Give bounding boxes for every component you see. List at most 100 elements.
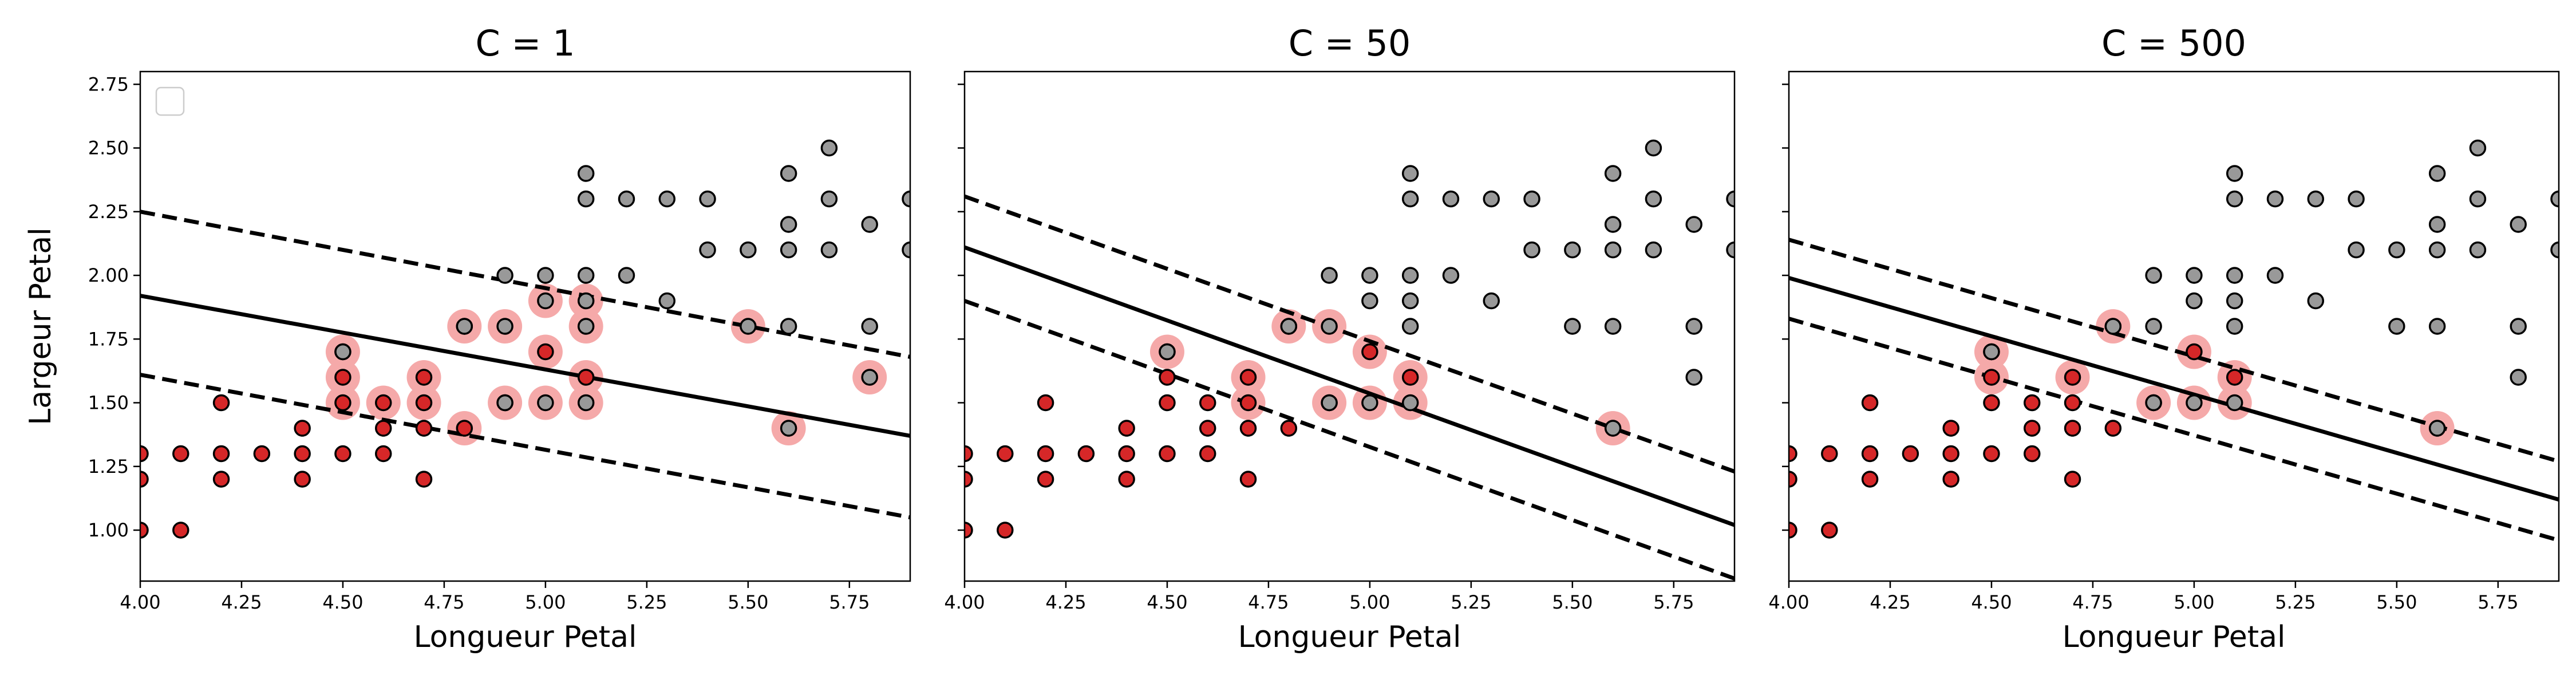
class-gray-point xyxy=(2186,394,2203,412)
x-tick-label: 4.75 xyxy=(1248,591,1289,613)
class-red-point xyxy=(965,522,973,539)
class-gray-point xyxy=(577,165,595,182)
class-gray-point xyxy=(496,318,513,335)
class-red-point xyxy=(965,445,973,463)
plot-frame xyxy=(139,70,911,582)
class-gray-point xyxy=(1564,318,1581,335)
x-axis-label: Longueur Petal xyxy=(2063,620,2286,654)
class-red-point xyxy=(1077,445,1095,463)
class-gray-point xyxy=(1159,343,1176,361)
class-red-point xyxy=(415,471,433,488)
class-red-point xyxy=(1361,343,1378,361)
legend-box xyxy=(155,86,185,116)
class-gray-point xyxy=(2428,241,2446,259)
class-gray-point xyxy=(1442,190,1460,208)
decision-boundary-line xyxy=(1789,276,2559,502)
class-red-point xyxy=(1280,420,1298,437)
panel-title: C = 1 xyxy=(475,22,575,64)
class-red-point xyxy=(1789,522,1797,539)
class-red-point xyxy=(1942,445,1959,463)
class-red-point xyxy=(1239,369,1257,386)
x-tick-label: 4.00 xyxy=(1768,591,1809,613)
class-gray-point xyxy=(496,267,513,284)
class-red-point xyxy=(1037,471,1054,488)
class-red-point xyxy=(2064,369,2081,386)
class-red-point xyxy=(1118,445,1135,463)
y-tick-label: 1.00 xyxy=(88,519,129,541)
class-red-point xyxy=(2064,471,2081,488)
class-gray-point xyxy=(2388,241,2405,259)
class-red-point xyxy=(334,394,351,412)
class-gray-point xyxy=(2388,318,2405,335)
x-tick-label: 4.25 xyxy=(1870,591,1910,613)
class-gray-point xyxy=(1604,165,1622,182)
class-gray-point xyxy=(658,292,676,310)
x-tick-label: 5.50 xyxy=(728,591,768,613)
decision-boundary-line xyxy=(140,294,910,438)
class-red-point xyxy=(2023,420,2041,437)
class-gray-point xyxy=(1685,318,1702,335)
class-gray-point xyxy=(861,369,878,386)
class-red-point xyxy=(374,420,392,437)
class-red-point xyxy=(294,445,311,463)
class-gray-point xyxy=(577,190,595,208)
class-gray-point xyxy=(861,318,878,335)
class-gray-point xyxy=(456,318,473,335)
class-red-point xyxy=(1983,369,2000,386)
class-gray-point xyxy=(780,241,797,259)
class-red-point xyxy=(374,394,392,412)
class-red-point xyxy=(1239,420,1257,437)
class-gray-point xyxy=(1726,241,1735,259)
plot-frame xyxy=(1788,70,2560,582)
class-gray-point xyxy=(1483,292,1500,310)
class-red-point xyxy=(415,394,433,412)
class-red-point xyxy=(2226,369,2243,386)
class-gray-point xyxy=(1523,241,1540,259)
x-tick-label: 4.50 xyxy=(1147,591,1187,613)
class-red-point xyxy=(212,471,230,488)
x-tick-label: 4.75 xyxy=(424,591,464,613)
class-red-point xyxy=(1401,369,1419,386)
y-tick-label: 2.00 xyxy=(88,264,129,286)
class-gray-point xyxy=(1401,267,1419,284)
class-gray-point xyxy=(2266,190,2284,208)
panel-3: 4.00 4.25 4.50 4.75 5.00 5.25 5.50 5.75 C = 500 L… xyxy=(1768,22,2560,654)
class-gray-point xyxy=(1604,318,1622,335)
class-gray-point xyxy=(2145,318,2162,335)
class-gray-point xyxy=(1401,190,1419,208)
class-gray-point xyxy=(1401,165,1419,182)
class-gray-point xyxy=(2428,420,2446,437)
plot-area xyxy=(140,139,910,539)
class-gray-point xyxy=(902,241,910,259)
class-gray-point xyxy=(2226,190,2243,208)
class-gray-point xyxy=(1321,394,1338,412)
class-gray-point xyxy=(577,394,595,412)
class-red-point xyxy=(1942,420,1959,437)
y-tick-label: 2.50 xyxy=(88,137,129,159)
class-gray-point xyxy=(618,190,635,208)
class-red-point xyxy=(334,445,351,463)
class-gray-point xyxy=(1401,292,1419,310)
x-tick-label: 4.50 xyxy=(322,591,363,613)
class-gray-point xyxy=(1685,369,1702,386)
class-red-point xyxy=(997,522,1014,539)
class-gray-point xyxy=(2186,292,2203,310)
x-tick-label: 5.00 xyxy=(525,591,566,613)
x-axis-label: Longueur Petal xyxy=(1238,620,1461,654)
class-red-point xyxy=(577,369,595,386)
class-red-point xyxy=(334,369,351,386)
class-gray-point xyxy=(537,394,554,412)
class-red-point xyxy=(2104,420,2122,437)
class-gray-point xyxy=(1726,190,1735,208)
x-tick-label: 4.25 xyxy=(221,591,262,613)
class-gray-point xyxy=(1645,241,1662,259)
class-red-point xyxy=(415,369,433,386)
class-gray-point xyxy=(2104,318,2122,335)
class-red-point xyxy=(1861,445,1879,463)
y-axis-label: Largeur Petal xyxy=(23,227,58,425)
x-tick-label: 4.25 xyxy=(1045,591,1086,613)
class-gray-point xyxy=(1321,318,1338,335)
class-gray-point xyxy=(740,241,757,259)
class-red-point xyxy=(1821,445,1838,463)
class-gray-point xyxy=(537,267,554,284)
